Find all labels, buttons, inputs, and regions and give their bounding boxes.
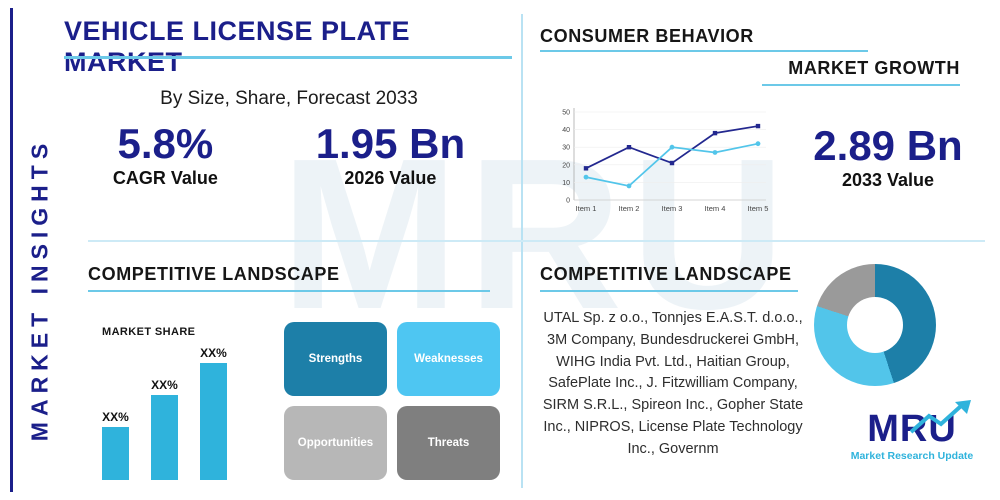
svg-text:20: 20 [562,162,570,169]
page-subtitle: By Size, Share, Forecast 2033 [160,88,418,109]
svg-text:Item 4: Item 4 [705,204,726,213]
market-share-bar-chart: XX% XX% XX% [102,346,262,480]
cagr-value: 5.8% [117,120,214,167]
sidebar-accent-line [10,8,13,492]
market-growth-underline [762,84,960,86]
svg-text:Item 5: Item 5 [748,204,769,213]
key-players-text: UTAL Sp. z o.o., Tonnjes E.A.S.T. d.o.o.… [542,310,804,457]
bar [151,395,178,480]
title-underline [64,56,512,59]
bar-column: XX% [151,378,178,480]
market-growth-heading: MARKET GROWTH [788,58,960,78]
svg-text:30: 30 [562,145,570,152]
vertical-divider [521,14,523,488]
bar-value-label: XX% [151,378,178,392]
swot-threats-card: Threats [397,406,500,480]
value-2033: 2.89 Bn [813,122,963,169]
logo-growth-arrow-icon [909,400,971,434]
logo-tagline: Market Research Update [850,450,974,462]
logo-mark: MRU [867,400,971,448]
market-share-label: MARKET SHARE [102,326,196,338]
bar [200,363,227,480]
page-title: VEHICLE LICENSE PLATE MARKET [64,16,411,77]
swot-weaknesses-card: Weaknesses [397,322,500,396]
consumer-behavior-heading: CONSUMER BEHAVIOR [540,26,754,46]
bar-column: XX% [102,410,129,480]
svg-text:Item 1: Item 1 [576,204,597,213]
key-stats-row: 5.8% CAGR Value 1.95 Bn 2026 Value [64,120,514,189]
swot-strengths-card: Strengths [284,322,387,396]
donut-hole [847,297,903,353]
value-2026-stat: 1.95 Bn 2026 Value [316,120,465,189]
value-2033-label: 2033 Value [841,170,935,191]
competitive-landscape-left-heading: COMPETITIVE LANDSCAPE [88,264,340,284]
svg-text:40: 40 [562,127,570,134]
bar-value-label: XX% [200,346,227,360]
bar-column: XX% [200,346,227,480]
competitive-landscape-right-underline [540,290,798,292]
cagr-stat: 5.8% CAGR Value [113,120,218,189]
swot-grid: Strengths Weaknesses Opportunities Threa… [284,322,500,480]
svg-text:Item 3: Item 3 [662,204,683,213]
bar-value-label: XX% [102,410,129,424]
horizontal-divider [88,240,985,242]
svg-text:10: 10 [562,180,570,187]
consumer-behavior-underline [540,50,868,52]
value-2026: 1.95 Bn [315,120,466,167]
sidebar-vertical-label: MARKET INSIGHTS [26,137,53,442]
svg-text:Item 2: Item 2 [619,204,640,213]
consumer-behavior-line-chart: 0 10 20 30 40 50 Item 1 Item 2 Item 3 Item 4 Item … [562,108,769,213]
svg-text:0: 0 [566,198,570,205]
cagr-label: CAGR Value [112,168,218,189]
brand-logo: MRU Market Research Update [836,400,988,462]
value-2026-label: 2026 Value [344,168,437,189]
swot-opportunities-card: Opportunities [284,406,387,480]
competitive-landscape-right-heading: COMPETITIVE LANDSCAPE [540,264,792,284]
value-2033-stat: 2.89 Bn 2033 Value [788,122,988,191]
svg-text:50: 50 [562,110,570,117]
bar [102,427,129,480]
competitive-landscape-left-underline [88,290,490,292]
